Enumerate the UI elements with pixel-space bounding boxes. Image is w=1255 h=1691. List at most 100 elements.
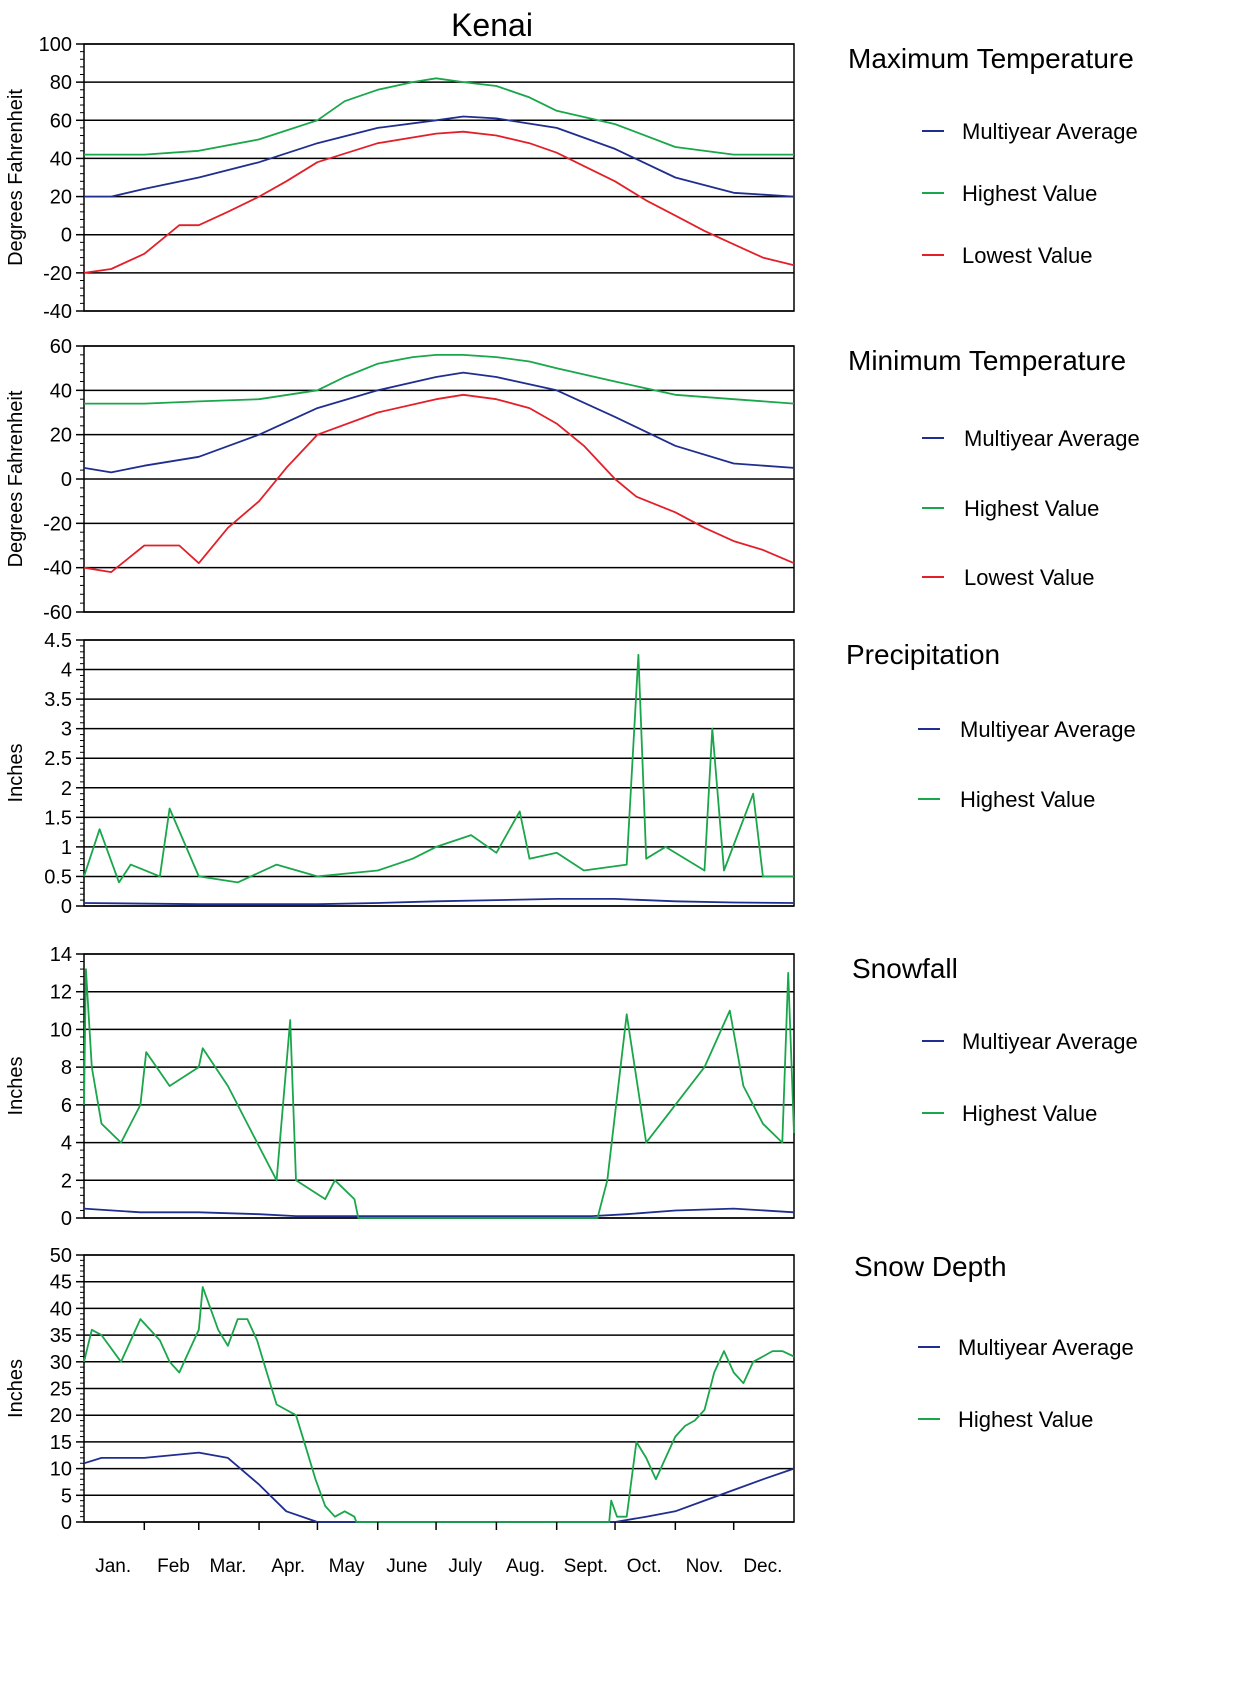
legend-entry: Multiyear Average bbox=[962, 1029, 1138, 1054]
panel-3: 0 0.5 1 1.5 2 2.5 3 3.5 4 4.5 Inches Precipitation M… bbox=[5, 630, 1136, 918]
y-tick-label: 3.5 bbox=[44, 689, 72, 711]
series-line-2 bbox=[83, 653, 794, 884]
month-label: Oct. bbox=[627, 1556, 662, 1577]
y-tick-label: 60 bbox=[50, 110, 72, 132]
legend-title: Snowfall bbox=[852, 953, 958, 984]
month-label: Apr. bbox=[271, 1556, 305, 1577]
legend-entry: Multiyear Average bbox=[960, 717, 1136, 742]
y-tick-label: 40 bbox=[50, 1298, 72, 1320]
y-tick-label: 2 bbox=[61, 778, 72, 800]
series-line-1 bbox=[83, 371, 795, 474]
y-tick-label: 100 bbox=[39, 34, 72, 56]
series-line-1 bbox=[83, 1451, 795, 1523]
legend-entry: Lowest Value bbox=[962, 243, 1092, 268]
legend-entry: Highest Value bbox=[962, 1101, 1097, 1126]
legend-entry: Highest Value bbox=[964, 496, 1099, 521]
y-tick-label: 50 bbox=[50, 1245, 72, 1267]
y-tick-label: 6 bbox=[61, 1095, 72, 1117]
y-tick-label: 40 bbox=[50, 148, 72, 170]
legend-entry: Highest Value bbox=[958, 1407, 1093, 1432]
y-tick-label: 8 bbox=[61, 1057, 72, 1079]
legend-entry: Multiyear Average bbox=[958, 1335, 1134, 1360]
y-tick-label: -20 bbox=[43, 513, 72, 535]
month-label: Sept. bbox=[564, 1556, 608, 1577]
y-tick-label: -40 bbox=[43, 301, 72, 323]
y-tick-label: 2.5 bbox=[44, 748, 72, 770]
y-tick-label: 15 bbox=[50, 1432, 72, 1454]
legend-entry: Lowest Value bbox=[964, 565, 1094, 590]
panel-4: 0 2 4 6 8 10 12 14 Inches Snowfall Multiyear Avera… bbox=[5, 944, 1138, 1230]
y-tick-label: 0 bbox=[61, 896, 72, 918]
series-line-3 bbox=[83, 130, 795, 274]
y-tick-label: 2 bbox=[61, 1170, 72, 1192]
legend-entry: Multiyear Average bbox=[962, 119, 1138, 144]
y-tick-label: 14 bbox=[50, 944, 72, 966]
plot-frame bbox=[83, 953, 795, 1219]
y-axis-label: Inches bbox=[5, 1359, 27, 1418]
legend-entry: Highest Value bbox=[960, 787, 1095, 812]
month-label: Feb bbox=[157, 1556, 190, 1577]
y-axis-label: Inches bbox=[5, 1057, 27, 1116]
month-label: May bbox=[329, 1556, 365, 1577]
y-tick-label: 20 bbox=[50, 1405, 72, 1427]
y-tick-label: 25 bbox=[50, 1379, 72, 1401]
plot-frame bbox=[83, 639, 795, 907]
series-line-3 bbox=[83, 393, 795, 573]
month-axis: Jan. Feb Mar. Apr. May June July Aug. Sept. Oct. N… bbox=[95, 1522, 782, 1577]
y-axis-label: Degrees Fahrenheit bbox=[5, 89, 27, 266]
month-label: July bbox=[448, 1556, 482, 1577]
y-tick-label: 4.5 bbox=[44, 630, 72, 652]
y-tick-label: 0 bbox=[61, 469, 72, 491]
y-tick-label: 1 bbox=[61, 837, 72, 859]
legend-entry: Multiyear Average bbox=[964, 426, 1140, 451]
legend-title: Snow Depth bbox=[854, 1251, 1007, 1282]
y-axis-label: Inches bbox=[5, 744, 27, 803]
y-tick-label: 4 bbox=[61, 660, 72, 682]
y-tick-label: 3 bbox=[61, 719, 72, 741]
y-axis-label: Degrees Fahrenheit bbox=[5, 390, 27, 567]
series-line-2 bbox=[83, 1286, 795, 1523]
y-tick-label: 0 bbox=[61, 225, 72, 247]
series-line-1 bbox=[83, 898, 795, 906]
y-tick-label: 0.5 bbox=[44, 866, 72, 888]
y-tick-label: -60 bbox=[43, 602, 72, 624]
legend-title: Precipitation bbox=[846, 639, 1000, 670]
series-line-1 bbox=[84, 115, 795, 198]
y-tick-label: 12 bbox=[50, 982, 72, 1004]
legend-title: Maximum Temperature bbox=[848, 43, 1134, 74]
y-tick-label: 20 bbox=[50, 425, 72, 447]
plot-frame bbox=[83, 43, 795, 312]
series-line-2 bbox=[84, 77, 794, 156]
y-tick-label: 60 bbox=[50, 336, 72, 358]
y-tick-label: 30 bbox=[50, 1352, 72, 1374]
series-line-1 bbox=[83, 1207, 795, 1217]
month-label: Dec. bbox=[743, 1556, 782, 1577]
y-tick-label: -20 bbox=[43, 263, 72, 285]
y-tick-label: 0 bbox=[61, 1512, 72, 1534]
month-label: Mar. bbox=[209, 1556, 246, 1577]
y-tick-label: -40 bbox=[43, 558, 72, 580]
legend-entry: Highest Value bbox=[962, 181, 1097, 206]
y-tick-label: 35 bbox=[50, 1325, 72, 1347]
plot-frame bbox=[83, 345, 795, 613]
panel-5: 0 5 10 15 20 25 30 35 40 45 50 Inches Snow Depth Mult… bbox=[5, 1245, 1134, 1534]
y-tick-label: 5 bbox=[61, 1485, 72, 1507]
panel-2: -60 -40 -20 0 20 40 60 Degrees Fahrenheit Minimu… bbox=[5, 336, 1140, 624]
y-tick-label: 1.5 bbox=[44, 807, 72, 829]
y-tick-label: 4 bbox=[61, 1133, 72, 1155]
page-title: Kenai bbox=[451, 7, 533, 43]
y-tick-label: 10 bbox=[50, 1019, 72, 1041]
series-line-2 bbox=[84, 353, 795, 405]
legend-title: Minimum Temperature bbox=[848, 345, 1126, 376]
month-label: June bbox=[386, 1556, 427, 1577]
panel-1: -40 -20 0 20 40 60 80 100 Degrees Fahrenheit Maxi… bbox=[5, 34, 1138, 323]
y-tick-label: 10 bbox=[50, 1459, 72, 1481]
y-tick-label: 45 bbox=[50, 1272, 72, 1294]
y-tick-label: 80 bbox=[50, 72, 72, 94]
month-label: Aug. bbox=[506, 1556, 545, 1577]
y-tick-label: 40 bbox=[50, 380, 72, 402]
month-label: Jan. bbox=[95, 1556, 131, 1577]
month-label: Nov. bbox=[686, 1556, 724, 1577]
